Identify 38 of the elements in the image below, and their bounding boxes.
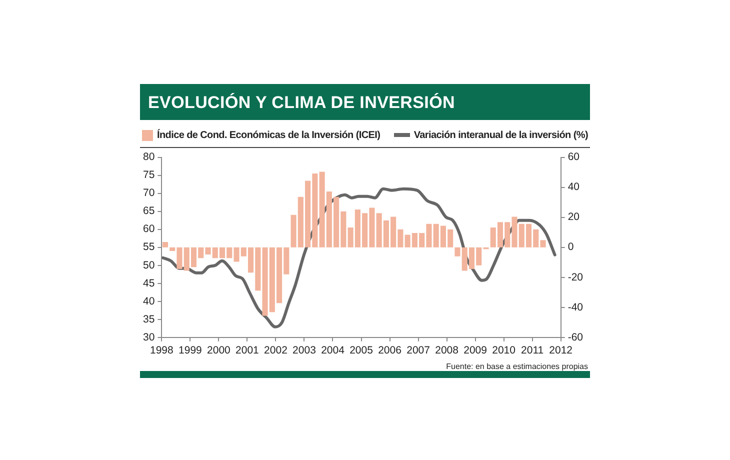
x-tick-label: 2003 xyxy=(292,344,316,357)
y-tick-label: 55 xyxy=(142,241,155,254)
x-tick-label: 2000 xyxy=(207,344,231,357)
x-tick-label: 2010 xyxy=(492,344,516,357)
x-tick-label: 2009 xyxy=(464,344,488,357)
y-tick-label: 60 xyxy=(142,223,155,236)
x-tick-label: 2004 xyxy=(321,344,345,357)
x-tick-label: 2007 xyxy=(406,344,430,357)
y2-tick-label: 0 xyxy=(568,241,574,254)
x-tick-label: 1998 xyxy=(150,344,174,357)
bar xyxy=(162,242,168,248)
x-tick-label: 1999 xyxy=(178,344,202,357)
x-tick-label: 2008 xyxy=(435,344,459,357)
y2-tick-label: -40 xyxy=(568,301,584,314)
y-tick-label: 70 xyxy=(142,187,155,200)
y-tick-label: 50 xyxy=(142,259,155,272)
y2-tick-label: -60 xyxy=(568,331,584,344)
y-tick-label: 30 xyxy=(142,331,155,344)
chart-title: EVOLUCIÓN Y CLIMA DE INVERSIÓN xyxy=(140,84,590,120)
x-tick-label: 2012 xyxy=(549,344,573,357)
y-tick-label: 65 xyxy=(142,205,155,218)
y-tick-label: 40 xyxy=(142,295,155,308)
y-tick-label: 35 xyxy=(142,313,155,326)
x-tick-label: 2002 xyxy=(264,344,288,357)
y2-tick-label: 40 xyxy=(568,181,580,194)
source-note: Fuente: en base a estimaciones propias xyxy=(445,362,589,371)
x-tick-label: 2001 xyxy=(236,344,260,357)
y-tick-label: 80 xyxy=(142,151,155,164)
y2-tick-label: 60 xyxy=(568,151,580,164)
legend-label: Índice de Cond. Económicas de la Inversión (ICEI) xyxy=(156,130,380,142)
y-tick-label: 75 xyxy=(142,169,155,182)
y-tick-label: 45 xyxy=(142,277,155,290)
y2-tick-label: 20 xyxy=(568,211,580,224)
x-tick-label: 2006 xyxy=(378,344,402,357)
x-tick-label: 2005 xyxy=(350,344,374,357)
legend-label: Variación interanual de la inversión (%) xyxy=(412,130,588,141)
x-tick-label: 2011 xyxy=(521,344,544,357)
y2-tick-label: -20 xyxy=(568,271,584,284)
